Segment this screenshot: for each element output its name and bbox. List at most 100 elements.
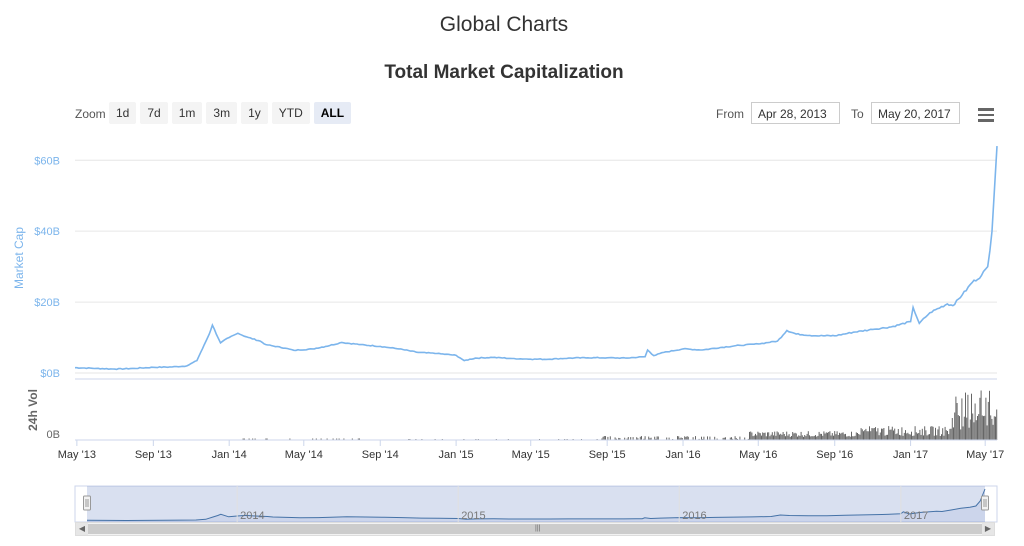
volume-bar xyxy=(701,436,702,440)
volume-bar xyxy=(895,434,897,440)
volume-bar xyxy=(871,428,873,440)
volume-bar xyxy=(764,432,766,440)
volume-bar xyxy=(901,427,903,440)
volume-bar xyxy=(853,436,855,440)
x-tick-label: Sep '16 xyxy=(816,449,853,461)
zoom-ytd-button[interactable]: YTD xyxy=(271,102,310,124)
volume-bar xyxy=(897,429,899,440)
zoom-1d-button[interactable]: 1d xyxy=(109,102,137,124)
x-tick-label: May '13 xyxy=(58,449,96,461)
volume-bar xyxy=(650,437,652,440)
zoom-7d-button[interactable]: 7d xyxy=(140,102,168,124)
volume-bar xyxy=(798,435,800,440)
volume-bar xyxy=(359,438,360,440)
volume-bar xyxy=(854,435,856,440)
volume-bar xyxy=(758,432,760,440)
volume-bar xyxy=(875,427,876,440)
scrollbar-thumb[interactable]: ||| xyxy=(88,524,982,534)
volume-bar xyxy=(336,438,338,440)
volume-bar xyxy=(941,434,942,440)
volume-bar xyxy=(966,417,968,440)
volume-bar xyxy=(315,438,317,440)
volume-bar xyxy=(679,438,681,440)
volume-bar xyxy=(864,430,866,440)
volume-bar xyxy=(861,429,863,440)
volume-bar xyxy=(956,403,958,440)
navigator-year-label: 2017 xyxy=(904,510,928,522)
zoom-1y-button[interactable]: 1y xyxy=(241,102,268,124)
volume-bar xyxy=(242,438,244,440)
zoom-label: Zoom xyxy=(75,107,106,121)
volume-bar xyxy=(972,413,974,440)
volume-bar xyxy=(980,390,982,440)
volume-bar xyxy=(830,435,832,440)
volume-bar xyxy=(953,427,954,440)
volume-bar xyxy=(765,436,767,440)
hamburger-menu-icon[interactable] xyxy=(978,108,994,122)
volume-bar xyxy=(906,433,908,440)
volume-bar xyxy=(786,431,788,440)
volume-bar xyxy=(907,432,909,440)
volume-bar xyxy=(990,415,992,440)
y-tick-label: $40B xyxy=(34,226,60,238)
volume-bar xyxy=(716,438,718,440)
x-tick-label: Jan '14 xyxy=(212,449,247,461)
volume-bar xyxy=(884,435,886,440)
to-date-input[interactable]: May 20, 2017 xyxy=(871,102,960,124)
volume-bar xyxy=(722,437,724,440)
navigator-year-label: 2016 xyxy=(682,510,706,522)
navigator-scrollbar[interactable]: ◀ ||| ▶ xyxy=(75,522,995,536)
volume-bar xyxy=(985,397,987,440)
volume-bar xyxy=(684,436,686,440)
volume-bar xyxy=(636,437,638,440)
volume-bar xyxy=(913,435,915,440)
navigator-right-handle[interactable] xyxy=(981,495,989,511)
volume-bar xyxy=(800,431,802,440)
volume-bar xyxy=(969,419,971,440)
volume-bar xyxy=(851,431,852,440)
chart-title: Total Market Capitalization xyxy=(384,62,624,83)
from-date-input[interactable]: Apr 28, 2013 xyxy=(751,102,840,124)
volume-bar xyxy=(656,436,658,440)
volume-bar xyxy=(614,437,616,440)
volume-bar xyxy=(965,392,966,440)
scroll-left-icon[interactable]: ◀ xyxy=(76,523,88,535)
page-title: Global Charts xyxy=(439,13,569,36)
volume-bar xyxy=(842,432,844,440)
volume-bar xyxy=(828,432,830,440)
zoom-1m-button[interactable]: 1m xyxy=(171,102,203,124)
scroll-right-icon[interactable]: ▶ xyxy=(982,523,994,535)
volume-bar xyxy=(759,433,761,440)
volume-bar xyxy=(839,432,840,440)
volume-bar xyxy=(755,433,756,440)
volume-bar xyxy=(887,434,888,440)
y-axis-label: Market Cap xyxy=(12,227,26,289)
volume-bar xyxy=(947,431,948,440)
volume-bar xyxy=(320,438,322,440)
volume-bar xyxy=(857,433,858,440)
volume-bar xyxy=(903,432,905,440)
volume-bar xyxy=(984,415,986,440)
volume-bar xyxy=(763,433,765,440)
volume-bar xyxy=(753,435,755,440)
volume-bar xyxy=(923,435,924,440)
volume-zero-tick: 0B xyxy=(47,429,60,441)
zoom-3m-button[interactable]: 3m xyxy=(206,102,238,124)
volume-bar xyxy=(825,432,827,440)
volume-bar xyxy=(780,433,782,440)
volume-bar xyxy=(945,430,947,440)
navigator-year-label: 2014 xyxy=(240,510,264,522)
volume-bar xyxy=(677,436,678,440)
volume-bar xyxy=(811,436,813,440)
volume-bar xyxy=(767,432,768,440)
volume-bar xyxy=(882,428,884,440)
navigator-left-handle[interactable] xyxy=(83,495,91,511)
volume-bar xyxy=(266,438,268,440)
volume-bar xyxy=(909,434,911,440)
x-tick-label: May '17 xyxy=(966,449,1004,461)
volume-bar xyxy=(744,437,746,440)
volume-bar xyxy=(992,424,994,440)
zoom-all-button[interactable]: ALL xyxy=(313,102,352,124)
volume-bar xyxy=(779,434,780,440)
volume-bar xyxy=(698,438,700,440)
